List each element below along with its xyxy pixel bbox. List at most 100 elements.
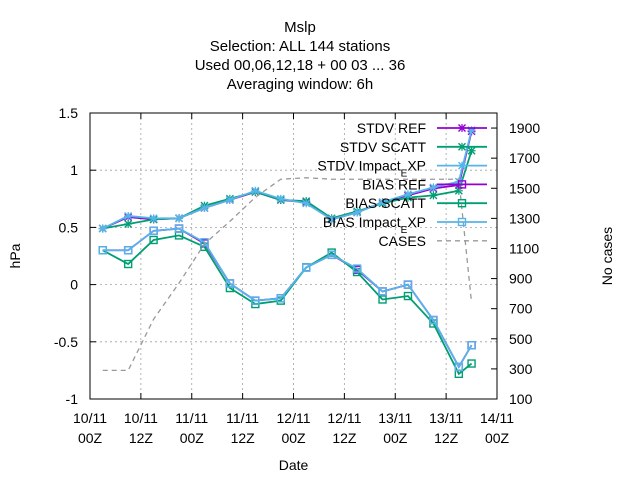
data-point xyxy=(467,341,476,350)
data-point xyxy=(353,208,362,217)
data-point xyxy=(123,246,133,255)
series-layer xyxy=(98,126,476,379)
y2-axis-label: No cases xyxy=(599,227,615,285)
x-tick-label: 11/11 12Z xyxy=(226,410,259,446)
data-point xyxy=(352,264,362,273)
y2-tick-label: 100 xyxy=(509,391,533,407)
y2-tick-label: 500 xyxy=(509,331,533,347)
plot-area-border xyxy=(89,112,498,400)
data-point xyxy=(302,199,311,208)
y2-tick-label: 900 xyxy=(509,271,533,287)
data-point xyxy=(149,235,158,245)
y-tick-label: 1 xyxy=(70,162,78,178)
x-tick-label: 10/11 00Z xyxy=(73,410,107,446)
y-tick-label: -1 xyxy=(66,391,79,407)
data-point xyxy=(327,215,336,224)
y2-tick-label: 1700 xyxy=(509,150,540,166)
data-point xyxy=(458,142,466,151)
data-point xyxy=(378,198,387,207)
y-tick-label: 1.5 xyxy=(59,105,79,121)
data-point xyxy=(457,217,467,227)
legend-label: CASES xyxy=(379,233,426,249)
y2-tick-label: 1900 xyxy=(509,120,540,136)
series-line xyxy=(102,227,473,369)
data-point xyxy=(457,198,467,208)
data-point xyxy=(174,224,184,233)
data-point xyxy=(225,279,235,288)
data-point xyxy=(200,203,209,212)
title-line: Selection: ALL 144 stations xyxy=(210,38,390,55)
data-point xyxy=(251,186,260,195)
data-point xyxy=(225,195,234,204)
legend-label: BIAS ImpactEXP xyxy=(323,214,426,236)
title-line: Averaging window: 6h xyxy=(227,76,373,93)
chart-title: Mslp Selection: ALL 144 stations Used 00,0… xyxy=(195,19,406,93)
data-point xyxy=(276,194,285,203)
data-point xyxy=(149,226,158,236)
series-bias-impact-exp xyxy=(98,224,476,372)
y2-tick-label: 300 xyxy=(509,361,533,377)
data-point xyxy=(327,250,336,260)
legend-label: STDV REF xyxy=(357,120,426,136)
data-point xyxy=(458,124,466,132)
legend-label: STDV ImpactEXP xyxy=(317,158,426,180)
title-line: Used 00,06,12,18 + 00 03 ... 36 xyxy=(195,57,406,74)
y2-tick-label: 1100 xyxy=(509,240,539,256)
data-point xyxy=(454,362,464,372)
data-point xyxy=(467,359,476,368)
legend-label: BIAS SCATT xyxy=(345,195,426,211)
legend-item: STDV REF xyxy=(357,120,487,136)
x-tick-label: 12/11 00Z xyxy=(277,410,311,446)
legend-item: STDV ImpactEXP xyxy=(317,158,487,180)
y-tick-label: 0.5 xyxy=(59,219,79,235)
series-line xyxy=(102,227,473,369)
data-point xyxy=(302,263,311,272)
data-point xyxy=(124,219,133,228)
data-point xyxy=(429,191,438,200)
x-tick-label: 14/11 00Z xyxy=(480,410,514,446)
data-point xyxy=(403,190,412,199)
legend-item: CASES xyxy=(379,233,487,249)
series-line xyxy=(102,234,473,376)
data-point xyxy=(149,214,158,223)
data-point xyxy=(276,294,285,303)
y2-tick-label: 1300 xyxy=(509,210,540,226)
x-tick-label: 10/11 12Z xyxy=(124,410,158,446)
series-bias-scatt xyxy=(98,231,476,379)
data-point xyxy=(123,259,133,269)
y-tick-label: 0 xyxy=(70,277,78,293)
x-tick-label: 13/11 00Z xyxy=(378,410,412,446)
series-stdv-impact-exp xyxy=(98,126,476,233)
data-point xyxy=(458,161,466,170)
data-point xyxy=(467,146,476,155)
legend-item: BIAS SCATT xyxy=(345,195,487,211)
data-point xyxy=(98,246,107,255)
y2-tick-label: 700 xyxy=(509,301,533,317)
data-point xyxy=(378,295,387,304)
legend-label: BIAS REF xyxy=(362,176,426,192)
x-tick-label: 12/11 12Z xyxy=(327,410,361,446)
data-point xyxy=(98,224,107,233)
legend-item: BIAS REF xyxy=(362,176,487,192)
axis-ticks: 10/11 00Z 10/11 12Z 11/11 00Z 11/11 12Z 12/11 00Z… xyxy=(54,105,540,446)
data-point xyxy=(124,211,133,220)
data-point xyxy=(429,315,438,325)
data-point xyxy=(429,183,438,192)
x-tick-label: 11/11 00Z xyxy=(175,410,208,446)
legend-item: BIAS ImpactEXP xyxy=(323,214,487,236)
data-point xyxy=(403,291,413,301)
data-point xyxy=(457,180,467,189)
data-point xyxy=(200,238,209,247)
legend-label: STDV SCATT xyxy=(340,139,427,155)
title-line: Mslp xyxy=(284,19,316,36)
data-point xyxy=(175,214,184,223)
legend-item: STDV SCATT xyxy=(340,139,487,155)
x-tick-label: 13/11 12Z xyxy=(429,410,463,446)
y-tick-label: -0.5 xyxy=(54,334,78,350)
grid xyxy=(89,112,498,400)
y2-tick-label: 1500 xyxy=(509,180,540,196)
series-line xyxy=(102,129,473,230)
data-point xyxy=(403,280,413,289)
y-axis-label: hPa xyxy=(7,243,23,268)
